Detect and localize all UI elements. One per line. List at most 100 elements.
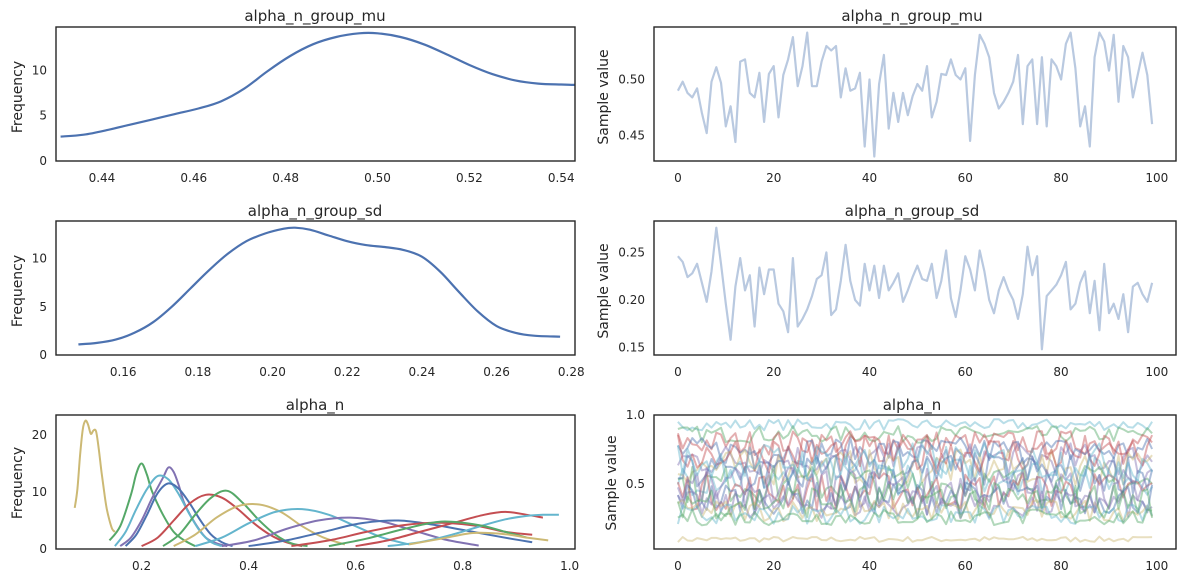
panel-title: alpha_n_group_mu — [841, 7, 982, 26]
axes-frame — [55, 220, 576, 356]
trace-line — [676, 31, 1154, 158]
panel-alpha-n-density: alpha_n Frequency 0.2 0.4 0.6 0.8 1.0 0 10 20 — [10, 396, 579, 573]
y-axis-label: Frequency — [10, 255, 26, 327]
trace-line — [677, 436, 1154, 466]
x-tick-label: 60 — [958, 365, 973, 379]
trace-line — [677, 464, 1153, 505]
trace-line — [677, 448, 1153, 487]
x-tick-label: 0.48 — [272, 171, 299, 185]
trace-line — [677, 226, 1154, 351]
y-tick-label: 1.0 — [626, 408, 645, 422]
density-curve — [248, 519, 533, 548]
x-tick-label: 100 — [1145, 559, 1168, 573]
trace-line — [677, 418, 1153, 432]
x-tick-label: 100 — [1145, 365, 1168, 379]
x-tick-label: 0.54 — [548, 171, 575, 185]
y-tick-label: 10 — [32, 252, 47, 266]
trace-line — [677, 535, 1153, 543]
y-tick-label: 0.20 — [618, 293, 645, 307]
density-curve — [60, 31, 575, 138]
panel-group-mu-trace: alpha_n_group_mu Sample value 0 20 40 60 80 1… — [596, 7, 1177, 185]
x-tick-label: 0.44 — [89, 171, 116, 185]
density-curve — [108, 462, 196, 547]
density-curve — [162, 489, 308, 548]
trace-line — [676, 430, 1153, 456]
y-tick-label: 5 — [39, 300, 47, 314]
panel-title: alpha_n_group_mu — [244, 7, 385, 26]
y-tick-label: 0.15 — [618, 340, 645, 354]
axes-frame — [653, 26, 1177, 162]
panel-title: alpha_n_group_sd — [845, 202, 980, 221]
trace-line — [677, 490, 1153, 520]
y-tick-label: 0.45 — [618, 128, 645, 142]
plot-area — [676, 418, 1154, 543]
panel-title: alpha_n_group_sd — [248, 202, 383, 221]
y-tick-label: 0 — [39, 348, 47, 362]
density-curve — [73, 419, 116, 533]
density-curve — [78, 226, 561, 346]
y-axis-label: Sample value — [596, 49, 612, 144]
y-tick-label: 5 — [39, 109, 47, 123]
x-tick-label: 20 — [766, 365, 781, 379]
panel-group-sd-trace: alpha_n_group_sd Sample value 0 20 40 60 80 1… — [596, 202, 1177, 379]
trace-line — [676, 503, 1154, 526]
x-tick-label: 0.26 — [483, 365, 510, 379]
y-tick-label: 0 — [39, 154, 47, 168]
trace-line — [676, 456, 1153, 497]
x-tick-label: 0.4 — [239, 559, 258, 573]
x-tick-label: 80 — [1053, 365, 1068, 379]
x-tick-label: 0.20 — [259, 365, 286, 379]
density-curve — [124, 482, 233, 548]
plot-area — [677, 226, 1154, 351]
y-tick-label: 0.5 — [626, 477, 645, 491]
density-curve — [141, 493, 303, 548]
trace-line — [676, 433, 1154, 474]
x-tick-label: 60 — [958, 559, 973, 573]
trace-line — [677, 425, 1153, 444]
x-tick-label: 60 — [958, 171, 973, 185]
x-tick-label: 20 — [766, 559, 781, 573]
trace-line — [676, 480, 1154, 516]
x-tick-label: 0 — [674, 365, 682, 379]
x-tick-label: 80 — [1053, 171, 1068, 185]
y-tick-label: 20 — [32, 428, 47, 442]
density-curve — [194, 507, 410, 548]
x-tick-label: 0 — [674, 171, 682, 185]
x-tick-label: 0.8 — [453, 559, 472, 573]
x-tick-label: 0.6 — [346, 559, 365, 573]
trace-line — [676, 471, 1153, 511]
axes-frame — [653, 220, 1177, 356]
density-curve — [114, 474, 223, 548]
trace-line — [676, 442, 1153, 482]
x-tick-label: 0.2 — [132, 559, 151, 573]
x-tick-label: 0.50 — [364, 171, 391, 185]
plot-area — [78, 226, 561, 346]
x-tick-label: 0.18 — [185, 365, 212, 379]
trace-line — [677, 508, 1153, 527]
trace-line — [676, 482, 1154, 520]
x-tick-label: 40 — [862, 171, 877, 185]
x-tick-label: 0 — [674, 559, 682, 573]
trace-line — [677, 452, 1154, 495]
x-tick-label: 0.22 — [334, 365, 361, 379]
y-axis-label: Frequency — [10, 61, 26, 133]
x-tick-label: 40 — [862, 365, 877, 379]
plot-area — [60, 31, 575, 138]
axes-frame — [55, 26, 576, 162]
x-tick-label: 1.0 — [560, 559, 579, 573]
x-tick-label: 20 — [766, 171, 781, 185]
x-tick-label: 0.16 — [110, 365, 137, 379]
x-tick-label: 80 — [1053, 559, 1068, 573]
density-curve — [328, 520, 528, 548]
trace-line — [677, 441, 1153, 476]
trace-line — [676, 466, 1153, 510]
x-tick-label: 0.52 — [456, 171, 483, 185]
y-tick-label: 10 — [32, 485, 47, 499]
panel-group-mu-density: alpha_n_group_mu Frequency 0.44 0.46 0.48 0… — [10, 7, 576, 185]
panel-alpha-n-trace: alpha_n Sample value 0 20 40 60 80 100 0.5 1.0 — [604, 396, 1177, 573]
plot-area — [73, 419, 559, 548]
axes-frame — [55, 414, 576, 550]
axes-frame — [653, 414, 1177, 550]
x-tick-label: 40 — [862, 559, 877, 573]
